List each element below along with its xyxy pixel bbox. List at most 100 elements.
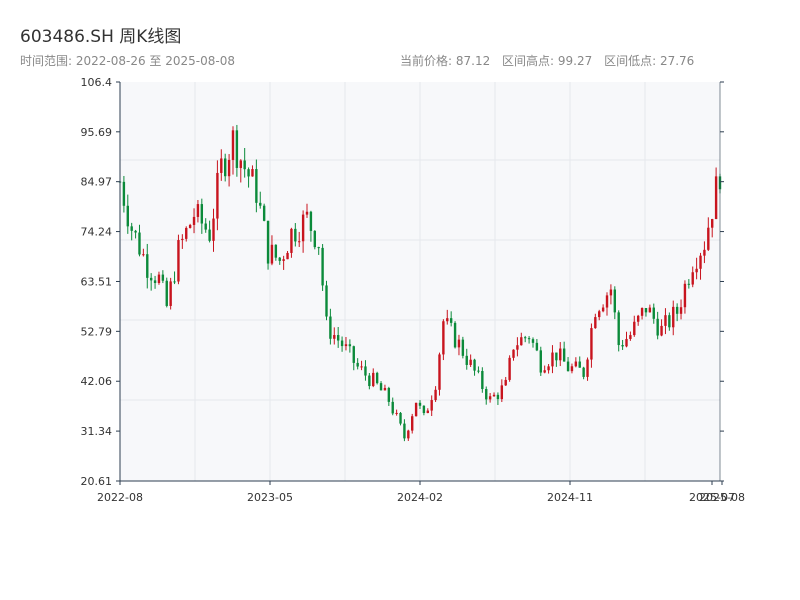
- candle: [707, 217, 710, 251]
- candle-body: [153, 280, 157, 284]
- candle: [387, 386, 391, 406]
- candle: [286, 251, 289, 260]
- candle-body: [173, 281, 176, 283]
- candle-body: [188, 224, 192, 228]
- candle: [473, 358, 476, 376]
- candle-body: [633, 321, 636, 336]
- candle: [340, 336, 344, 352]
- candle: [617, 310, 620, 352]
- candle: [368, 372, 371, 390]
- candle-body: [555, 352, 558, 361]
- candle-body: [668, 315, 671, 328]
- candle: [375, 371, 379, 385]
- candle-body: [457, 339, 461, 348]
- candle: [305, 203, 309, 218]
- y-axis-ticks: 106.4 95.69 84.97 74.24 63.51 52.79 42.06 31.34…: [81, 76, 724, 488]
- candle: [481, 367, 484, 393]
- candle: [675, 303, 679, 322]
- candle-body: [539, 350, 542, 373]
- candle-body: [305, 211, 309, 215]
- candle: [640, 307, 644, 320]
- candle: [274, 244, 278, 261]
- candle-body: [356, 362, 359, 367]
- candle: [399, 411, 402, 426]
- candle: [590, 323, 593, 368]
- candle-body: [711, 219, 714, 228]
- candle: [220, 149, 223, 181]
- candle-body: [660, 325, 663, 336]
- candle-body: [547, 366, 550, 371]
- candle-body: [403, 423, 406, 439]
- candle-body: [177, 240, 180, 282]
- candle-body: [473, 359, 476, 371]
- candle: [430, 395, 433, 417]
- candle-body: [598, 311, 601, 318]
- candle-body: [169, 281, 172, 306]
- candle: [126, 194, 129, 234]
- candle-body: [165, 280, 168, 306]
- candle-body: [134, 230, 137, 233]
- candle-body: [146, 254, 149, 278]
- x-tick-label: 2023-05: [247, 491, 293, 504]
- candle: [157, 271, 161, 285]
- x-tick-label: 2025-08: [699, 491, 745, 504]
- candle: [691, 266, 694, 288]
- candle-body: [274, 244, 278, 258]
- date-range-label: 时间范围: 2022-08-26 至 2025-08-08: [20, 54, 235, 68]
- candle-body: [266, 220, 270, 264]
- candle-body: [375, 372, 379, 384]
- candle-body: [559, 348, 562, 361]
- candle-body: [196, 204, 200, 217]
- candle-body: [449, 318, 453, 323]
- candle: [216, 160, 219, 231]
- candle: [551, 345, 554, 374]
- y-tick-label: 20.61: [81, 475, 113, 488]
- candle: [134, 229, 137, 239]
- x-tick-label: 2024-11: [547, 491, 593, 504]
- candle-body: [372, 372, 375, 387]
- candle: [508, 355, 511, 382]
- y-tick-label: 42.06: [81, 375, 113, 388]
- candle-body: [703, 249, 706, 256]
- candle-body: [282, 259, 285, 261]
- candle-body: [566, 361, 570, 372]
- candle-body: [438, 354, 441, 390]
- candle: [325, 280, 328, 321]
- x-tick-label: 2025-07: [689, 491, 735, 504]
- candle-body: [453, 322, 457, 348]
- candle: [648, 304, 652, 313]
- candle-body: [321, 247, 324, 286]
- candle-body: [516, 345, 519, 350]
- candle-body: [270, 244, 274, 264]
- candle-body: [360, 366, 363, 368]
- candle: [453, 321, 457, 349]
- candle: [562, 341, 566, 362]
- y-tick-label: 84.97: [81, 176, 113, 189]
- candle-body: [430, 400, 433, 411]
- candle: [656, 311, 659, 340]
- candle: [570, 363, 574, 374]
- candle-body: [691, 272, 694, 285]
- candle: [485, 386, 488, 405]
- candle: [633, 315, 636, 337]
- candle: [512, 349, 515, 361]
- candle-body: [329, 316, 332, 339]
- candle: [344, 337, 348, 351]
- candle-body: [340, 340, 344, 347]
- candle-body: [465, 355, 468, 365]
- candle: [683, 280, 687, 314]
- candle-body: [294, 228, 297, 242]
- candle-body: [629, 335, 632, 339]
- candle-body: [130, 226, 133, 231]
- candle-body: [582, 367, 585, 377]
- candle-body: [387, 387, 391, 402]
- candle-body: [652, 307, 655, 319]
- candle: [594, 313, 597, 329]
- x-axis-ticks: 2022-08 2023-05 2024-02 2024-11 2025-072025-…: [97, 481, 745, 504]
- candle: [644, 307, 648, 317]
- candle-body: [325, 285, 328, 317]
- candle: [636, 314, 640, 326]
- candle-body: [679, 307, 683, 314]
- candle: [679, 299, 683, 320]
- candle-body: [309, 211, 313, 231]
